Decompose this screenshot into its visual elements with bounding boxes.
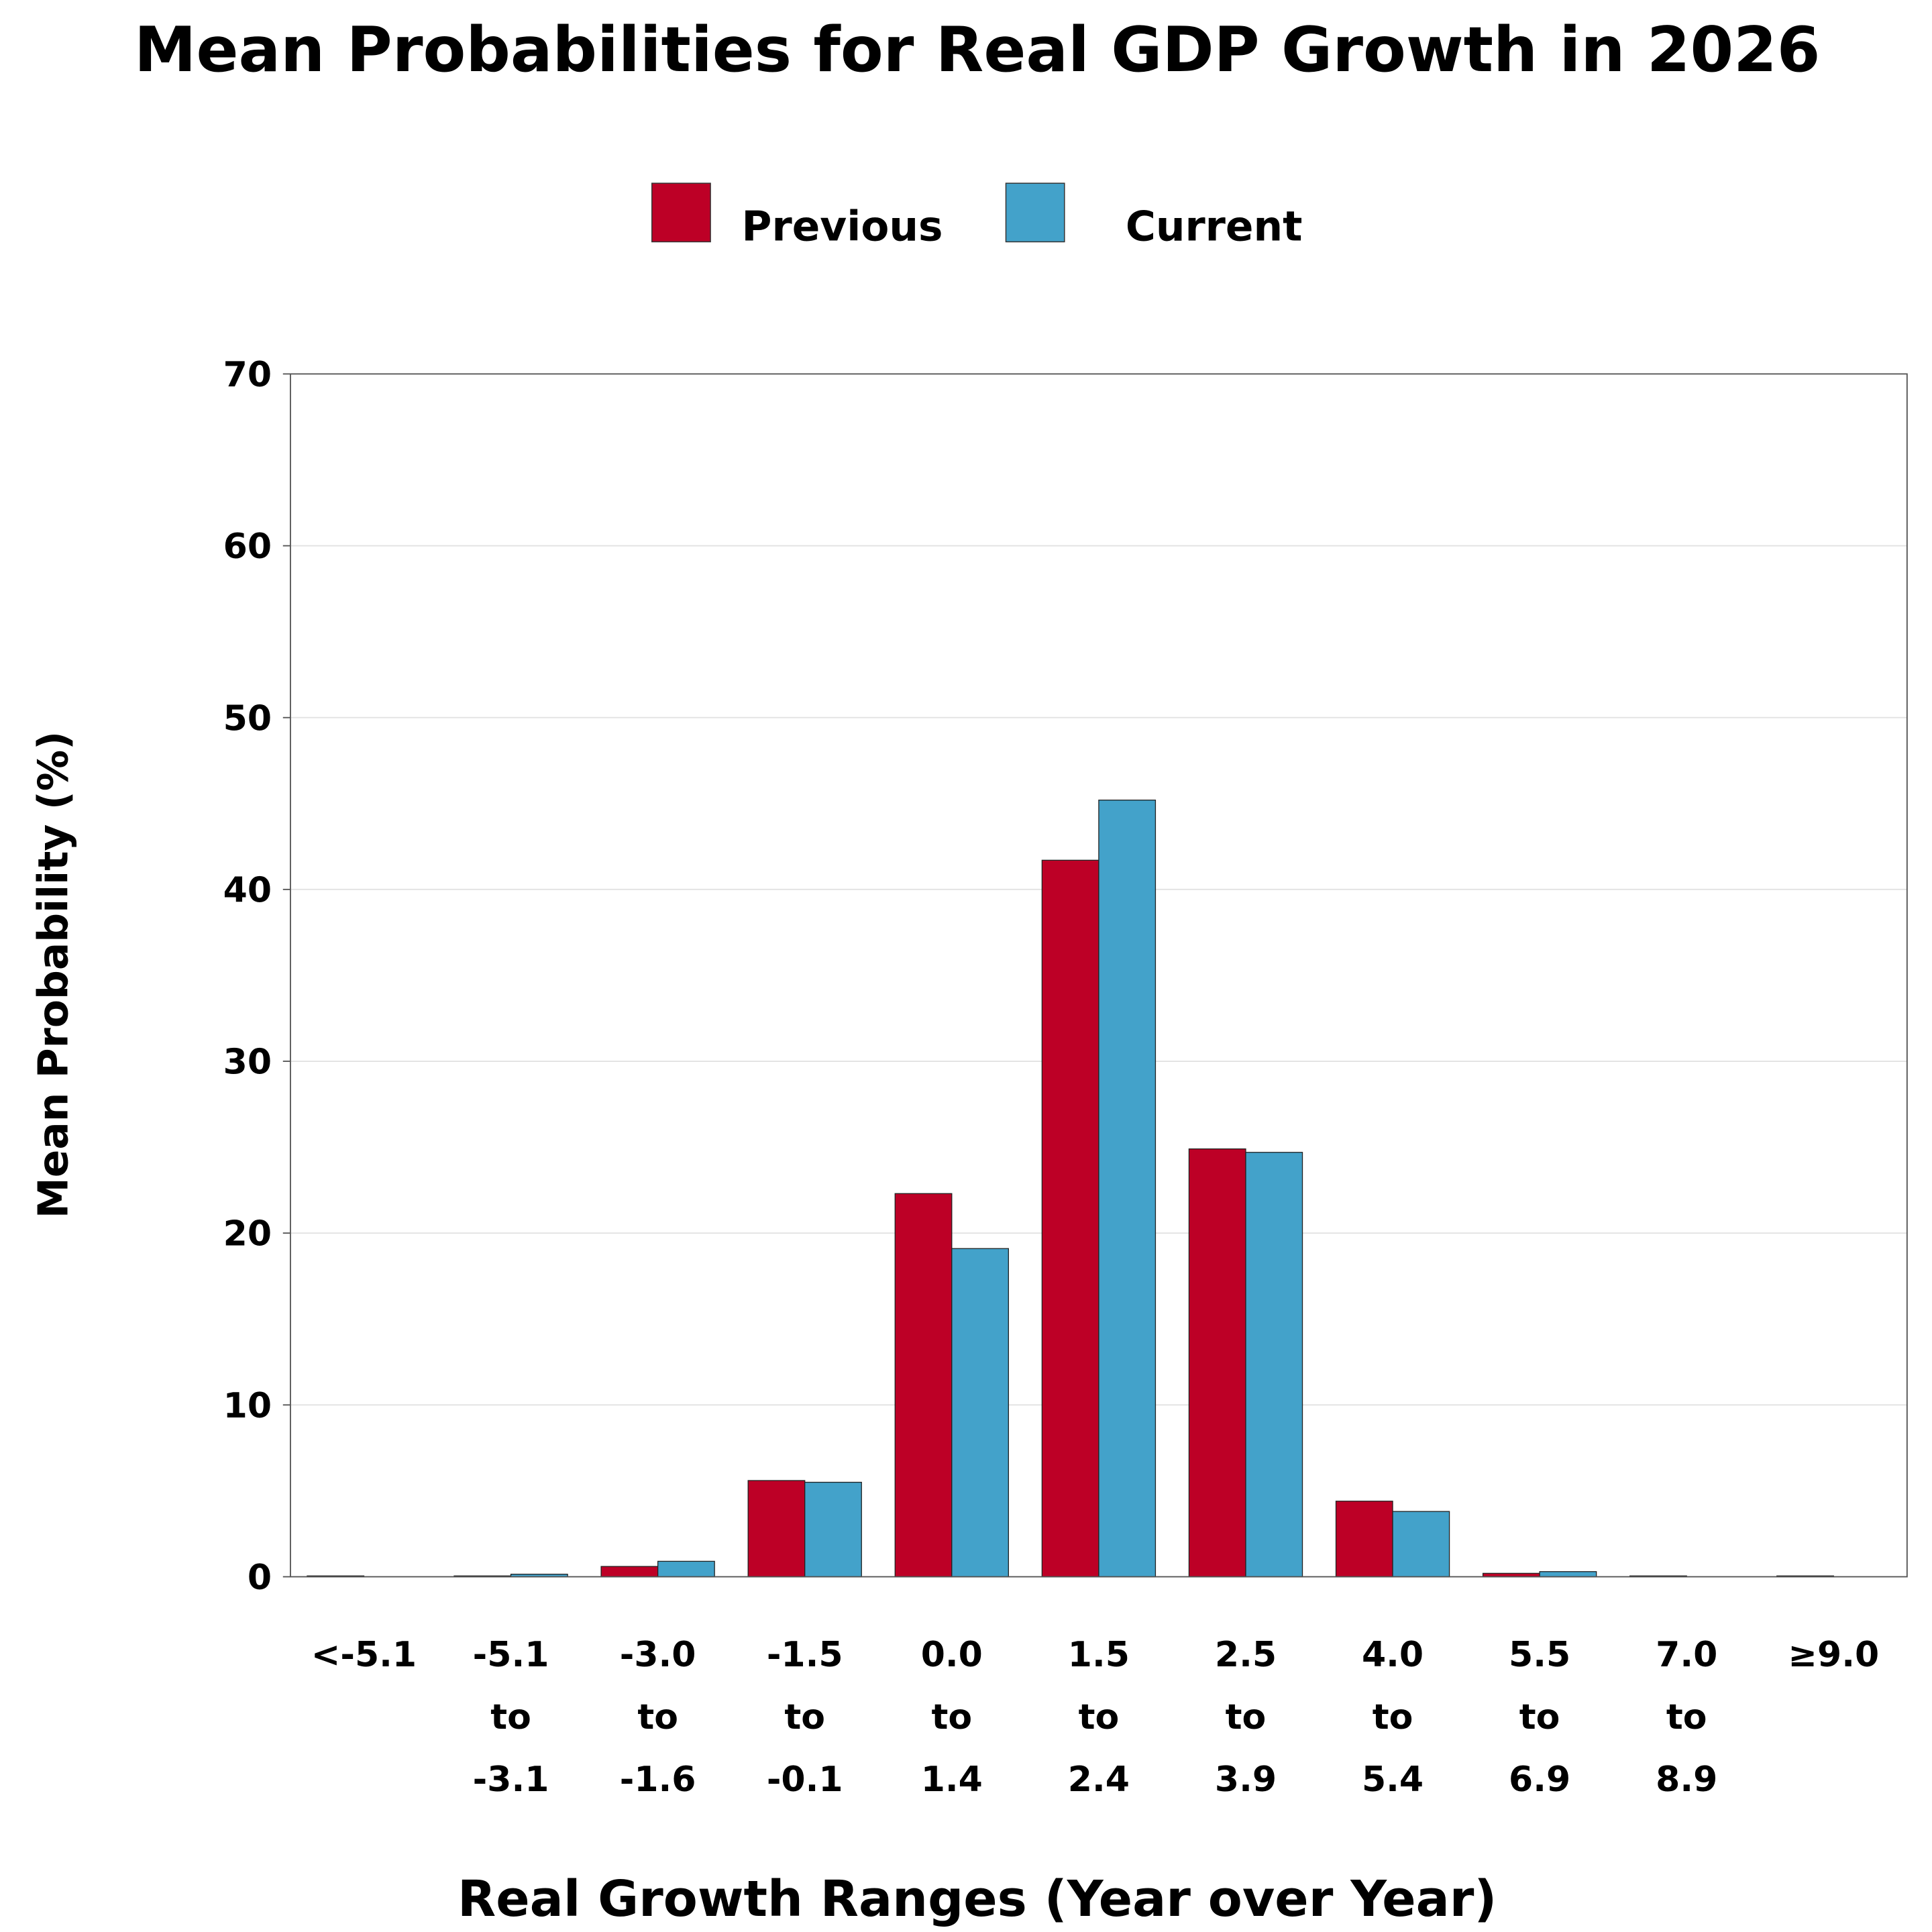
x-tick-label: 1.5	[1068, 1635, 1130, 1675]
x-tick-label: 8.9	[1656, 1760, 1717, 1800]
bar-previous	[894, 1193, 953, 1578]
bar-previous	[1335, 1501, 1393, 1578]
legend-label-previous: Previous	[742, 203, 943, 251]
x-tick-label: 5.4	[1362, 1760, 1424, 1800]
y-axis: 0 10 20 30 40 50 60 70	[223, 355, 290, 1598]
bar-previous	[600, 1566, 659, 1578]
y-tick-label: 60	[223, 527, 272, 567]
x-tick-label: 3.9	[1215, 1760, 1277, 1800]
x-tick-label: to	[1079, 1697, 1120, 1737]
x-tick-label: 1.4	[921, 1760, 983, 1800]
x-tick-label: <-5.1	[311, 1635, 417, 1675]
x-tick-label: -0.1	[767, 1760, 843, 1800]
bar-current	[951, 1248, 1009, 1578]
x-tick-label: to	[1373, 1697, 1413, 1737]
x-tick-label: to	[1666, 1697, 1707, 1737]
x-axis-label: Real Growth Ranges (Year over Year)	[458, 1870, 1497, 1928]
legend: Previous Current	[651, 182, 1303, 251]
bar-current	[657, 1560, 715, 1578]
x-tick-label: to	[490, 1697, 531, 1737]
y-tick-label: 0	[248, 1558, 272, 1598]
bar-current	[1392, 1511, 1450, 1578]
y-tick-label: 10	[223, 1386, 272, 1426]
x-tick-label: to	[931, 1697, 972, 1737]
y-tick-label: 50	[223, 698, 272, 739]
x-tick-label: 7.0	[1656, 1635, 1717, 1675]
bar-previous	[747, 1480, 806, 1578]
y-tick-label: 30	[223, 1042, 272, 1083]
x-tick-label: 4.0	[1362, 1635, 1424, 1675]
x-tick-label: 5.5	[1509, 1635, 1570, 1675]
x-tick-label: to	[637, 1697, 678, 1737]
plot-frame	[290, 373, 1908, 1578]
x-tick-label: 2.5	[1215, 1635, 1277, 1675]
x-tick-label: -1.6	[620, 1760, 696, 1800]
x-tick-label: ≥9.0	[1788, 1635, 1879, 1675]
bar-current	[804, 1481, 862, 1578]
bar-current	[1539, 1571, 1597, 1578]
bar-current	[1098, 800, 1157, 1578]
legend-swatch-current	[1005, 182, 1065, 243]
x-tick-label: to	[1226, 1697, 1267, 1737]
x-tick-label: -1.5	[767, 1635, 843, 1675]
x-axis: <-5.1 -5.1 to -3.1 -3.0 to -1.6 -1.5 to -0.1 0.0 to…	[311, 1635, 1879, 1800]
y-tick-label: 70	[223, 355, 272, 395]
x-tick-label: 0.0	[921, 1635, 983, 1675]
legend-label-current: Current	[1126, 203, 1303, 251]
legend-swatch-previous	[651, 182, 711, 243]
bars	[307, 800, 1834, 1578]
y-axis-label: Mean Probability (%)	[30, 731, 77, 1218]
x-tick-label: to	[784, 1697, 825, 1737]
y-tick-label: 40	[223, 870, 272, 910]
bar-previous	[1041, 859, 1099, 1578]
chart-title: Mean Probabilities for Real GDP Growth i…	[134, 13, 1820, 86]
x-tick-label: 2.4	[1068, 1760, 1130, 1800]
bar-previous	[1188, 1148, 1246, 1578]
x-tick-label: 6.9	[1509, 1760, 1570, 1800]
x-tick-label: -5.1	[473, 1635, 549, 1675]
x-tick-label: -3.1	[473, 1760, 549, 1800]
bar-current	[1245, 1152, 1303, 1578]
y-tick-label: 20	[223, 1214, 272, 1254]
x-tick-label: -3.0	[620, 1635, 696, 1675]
x-tick-label: to	[1519, 1697, 1560, 1737]
